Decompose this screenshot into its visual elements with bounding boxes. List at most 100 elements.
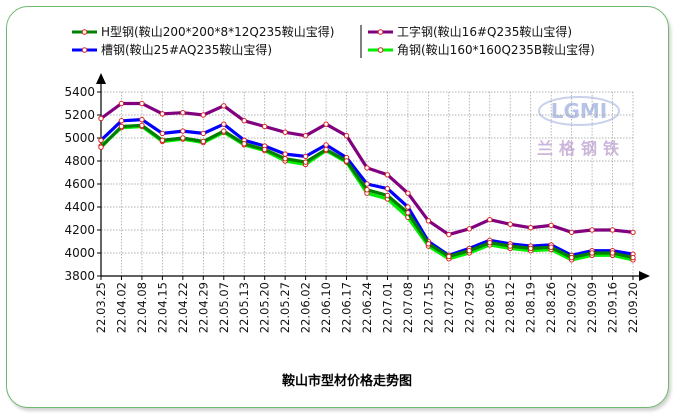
data-point-h-beam — [589, 250, 595, 256]
data-point-i-beam — [221, 103, 227, 109]
data-point-i-beam — [630, 229, 636, 236]
y-tick-label: 4200 — [64, 223, 95, 237]
x-tick-label: 22.09.16 — [606, 282, 620, 333]
data-point-channel — [384, 185, 391, 192]
data-point-i-beam — [487, 216, 493, 223]
x-tick-label: 22.04.02 — [114, 282, 128, 333]
legend-marker-angle — [377, 47, 384, 53]
series-h-beam — [98, 122, 636, 261]
x-tick-label: 22.08.26 — [544, 282, 558, 333]
y-tick-labels: 3800 4000 4200 4400 4600 4800 5000 5200 5400 — [64, 85, 95, 283]
data-point-h-beam — [98, 144, 104, 150]
data-point-h-beam — [425, 241, 432, 247]
data-point-channel — [180, 128, 186, 134]
x-tick-label: 22.04.08 — [135, 282, 149, 333]
legend-label-i-beam: 工字钢(鞍山16#Q235鞍山宝得) — [397, 24, 572, 39]
data-point-i-beam — [343, 133, 350, 139]
data-point-h-beam — [200, 138, 207, 145]
data-point-i-beam — [589, 227, 595, 233]
data-point-i-beam — [118, 100, 125, 107]
x-tick-label: 22.07.22 — [442, 282, 456, 333]
data-point-i-beam — [241, 118, 247, 124]
data-point-h-beam — [282, 156, 288, 162]
data-point-h-beam — [159, 137, 166, 144]
data-point-h-beam — [466, 248, 473, 254]
x-tick-label: 22.05.13 — [237, 282, 251, 333]
x-tick-label: 22.06.02 — [299, 282, 313, 333]
legend-label-channel: 槽钢(鞍山25#AQ235鞍山宝得) — [101, 42, 272, 57]
x-axis-arrow — [639, 271, 650, 281]
data-point-h-beam — [261, 146, 268, 153]
y-tick-label: 5000 — [64, 131, 95, 145]
x-tick-label: 22.08.19 — [524, 282, 538, 333]
data-point-i-beam — [159, 111, 166, 117]
data-point-h-beam — [609, 250, 616, 256]
x-tick-label: 22.05.27 — [278, 282, 292, 333]
x-tick-label: 22.04.15 — [155, 282, 169, 333]
x-tick-label: 22.06.10 — [319, 282, 333, 333]
x-tick-label: 22.07.29 — [462, 282, 476, 333]
data-point-h-beam — [487, 239, 493, 246]
data-point-i-beam — [446, 231, 452, 238]
x-tick-label: 22.06.24 — [360, 282, 374, 333]
data-point-h-beam — [527, 245, 534, 252]
data-point-channel — [323, 142, 329, 148]
data-point-h-beam — [139, 122, 145, 129]
data-point-channel — [98, 137, 104, 144]
data-point-i-beam — [548, 222, 554, 229]
y-tick-label: 3800 — [64, 269, 95, 283]
y-axis-arrow — [96, 73, 106, 84]
x-tick-label: 22.04.22 — [176, 282, 190, 333]
x-tick-label: 22.07.08 — [401, 282, 415, 333]
data-point-i-beam — [302, 133, 309, 139]
data-point-h-beam — [507, 243, 513, 249]
x-tick-label: 22.06.17 — [340, 282, 354, 333]
legend-marker-channel — [81, 47, 88, 53]
data-point-channel — [302, 153, 309, 160]
legend-label-h-beam: H型钢(鞍山200*200*8*12Q235鞍山宝得) — [101, 24, 334, 39]
data-point-i-beam — [180, 110, 186, 116]
x-tick-label: 22.05.20 — [258, 282, 272, 333]
data-point-i-beam — [568, 229, 575, 236]
data-point-i-beam — [507, 221, 513, 227]
x-tick-label: 22.09.09 — [585, 282, 599, 333]
watermark-logo-text: LGMI — [551, 99, 608, 123]
x-tick-label: 22.08.12 — [503, 282, 517, 333]
watermark-logo: LGMI 兰格钢铁 — [537, 96, 620, 158]
y-tick-label: 4400 — [64, 200, 95, 214]
data-point-h-beam — [343, 158, 350, 164]
x-tick-label: 22.03.25 — [94, 282, 108, 333]
chart-title: 鞍山市型材价格走势图 — [282, 373, 412, 389]
data-point-h-beam — [241, 141, 247, 147]
data-point-channel — [200, 130, 207, 137]
series-channel — [98, 116, 636, 259]
data-point-h-beam — [384, 192, 391, 199]
data-point-h-beam — [180, 135, 186, 141]
x-tick-label: 22.09.20 — [626, 282, 640, 333]
data-point-i-beam — [323, 121, 329, 127]
y-tick-label: 5200 — [64, 108, 95, 122]
y-tick-label: 4800 — [64, 154, 95, 168]
x-tick-labels: 22.03.25 22.04.02 22.04.08 22.04.15 22.04.22… — [94, 282, 640, 333]
data-point-channel — [159, 130, 166, 137]
data-point-i-beam — [609, 227, 616, 233]
data-point-h-beam — [323, 146, 329, 153]
x-tick-label: 22.07.01 — [380, 282, 394, 333]
legend-label-angle: 角钢(鞍山160*160Q235B鞍山宝得) — [397, 42, 595, 57]
data-point-h-beam — [446, 253, 452, 260]
x-tick-label: 22.09.02 — [565, 282, 579, 333]
data-point-i-beam — [282, 129, 288, 135]
series-i-beam — [98, 100, 636, 238]
y-tick-label: 5400 — [64, 85, 95, 99]
data-point-i-beam — [200, 112, 207, 118]
data-point-h-beam — [302, 159, 309, 165]
legend: H型钢(鞍山200*200*8*12Q235鞍山宝得) 槽钢(鞍山25#AQ23… — [72, 24, 595, 58]
data-point-i-beam — [261, 123, 268, 130]
data-point-i-beam — [98, 115, 104, 122]
data-point-h-beam — [630, 254, 636, 261]
data-point-i-beam — [384, 172, 391, 178]
data-point-i-beam — [527, 225, 534, 231]
y-tick-label: 4600 — [64, 177, 95, 191]
data-point-i-beam — [139, 100, 145, 107]
